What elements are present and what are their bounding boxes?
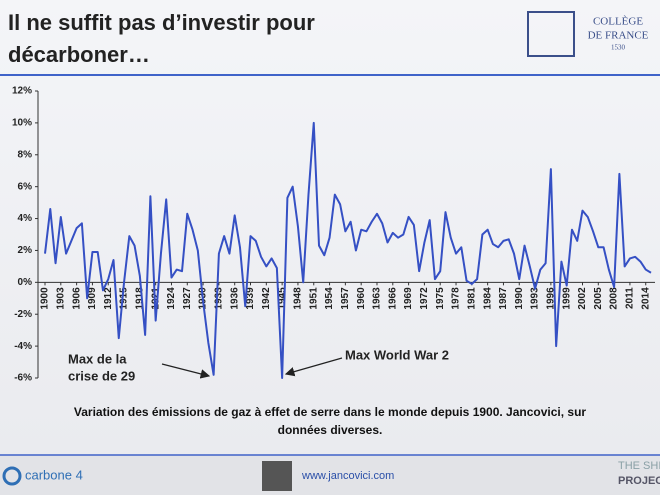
y-tick-label: 4% — [18, 213, 33, 224]
x-tick-label: 2014 — [640, 287, 651, 310]
y-tick-label: 0% — [18, 277, 33, 288]
annotation-arrow — [161, 363, 211, 379]
x-tick-label: 1993 — [530, 287, 541, 310]
title: décarboner… — [8, 42, 150, 67]
x-tick-label: 1984 — [482, 287, 493, 310]
logo-text: COLLÈGE — [593, 16, 643, 28]
x-tick-label: 1936 — [229, 287, 240, 310]
y-tick-label: 6% — [18, 181, 33, 192]
x-tick-label: 1948 — [293, 287, 304, 310]
annotation: Max World War 2 — [345, 347, 449, 362]
x-tick-label: 1933 — [214, 287, 225, 310]
logo: COLLÈGE DE FRANCE 1530 — [527, 11, 649, 57]
x-tick-label: 1951 — [308, 287, 319, 310]
logo-text: DE FRANCE — [588, 30, 649, 42]
x-tick-label: 1918 — [134, 287, 145, 310]
x-tick-label: 1969 — [403, 287, 414, 310]
x-tick-label: 1999 — [561, 287, 572, 310]
y-tick-label: -2% — [14, 309, 32, 320]
logo-emblem — [527, 11, 575, 57]
y-tick-label: 12% — [12, 86, 32, 97]
x-tick-label: 1963 — [372, 287, 383, 310]
y-tick-label: 2% — [18, 245, 33, 256]
x-tick-label: 1990 — [514, 287, 525, 310]
y-tick-label: 8% — [18, 149, 33, 160]
annotation: Max de la — [68, 351, 127, 366]
footer — [0, 455, 660, 495]
x-tick-label: 1960 — [356, 287, 367, 310]
plot: -6% -4% -2% 0% 2% 4% 6% 8% 10% 12% 1900 1903 1906 190… — [12, 86, 655, 384]
title: Il ne suffit pas d’investir pour — [8, 10, 315, 35]
x-tick-label: 1921 — [150, 287, 161, 310]
footer-text: THE SHIFT — [618, 460, 660, 472]
x-tick-label: 1996 — [546, 287, 557, 310]
x-tick-label: 1975 — [435, 287, 446, 310]
x-tick-label: 1903 — [55, 287, 66, 310]
x-tick-label: 2008 — [609, 287, 620, 310]
x-tick-label: 1981 — [466, 287, 477, 310]
x-tick-label: 2011 — [625, 287, 636, 309]
y-tick-label: 10% — [12, 118, 32, 129]
footer-logo — [2, 466, 22, 486]
x-tick-label: 1912 — [103, 287, 114, 310]
x-tick-label: 1954 — [324, 287, 335, 310]
x-tick-label: 1915 — [119, 287, 130, 310]
x-tick-label: 1972 — [419, 287, 430, 310]
x-tick-label: 1909 — [87, 287, 98, 310]
footer-text: www.jancovici.com — [301, 470, 394, 482]
x-tick-label: 1927 — [182, 287, 193, 310]
x-tick-label: 1978 — [451, 287, 462, 310]
footer-photo — [262, 461, 292, 491]
x-tick-label: 1987 — [498, 287, 509, 310]
x-tick-label: 1945 — [277, 287, 288, 310]
caption: données diverses. — [278, 423, 383, 437]
y-tick-label: -4% — [14, 341, 32, 352]
y-tick-label: -6% — [14, 373, 32, 384]
footer-text: PROJECT — [618, 475, 660, 487]
x-tick-label: 1906 — [71, 287, 82, 310]
annotation-arrow — [284, 357, 343, 377]
x-tick-label: 1966 — [387, 287, 398, 310]
x-tick-label: 1957 — [340, 287, 351, 310]
x-tick-label: 1942 — [261, 287, 272, 310]
logo-text: 1530 — [611, 44, 626, 52]
x-tick-label: 2005 — [593, 287, 604, 310]
x-tick-label: 2002 — [577, 287, 588, 310]
caption: Variation des émissions de gaz à effet d… — [74, 405, 587, 419]
footer-text: carbone 4 — [25, 467, 83, 482]
x-tick-label: 1939 — [245, 287, 256, 310]
annotation: crise de 29 — [68, 368, 135, 383]
data-line — [44, 121, 652, 379]
x-tick-label: 1924 — [166, 287, 177, 310]
x-tick-label: 1900 — [40, 287, 51, 310]
